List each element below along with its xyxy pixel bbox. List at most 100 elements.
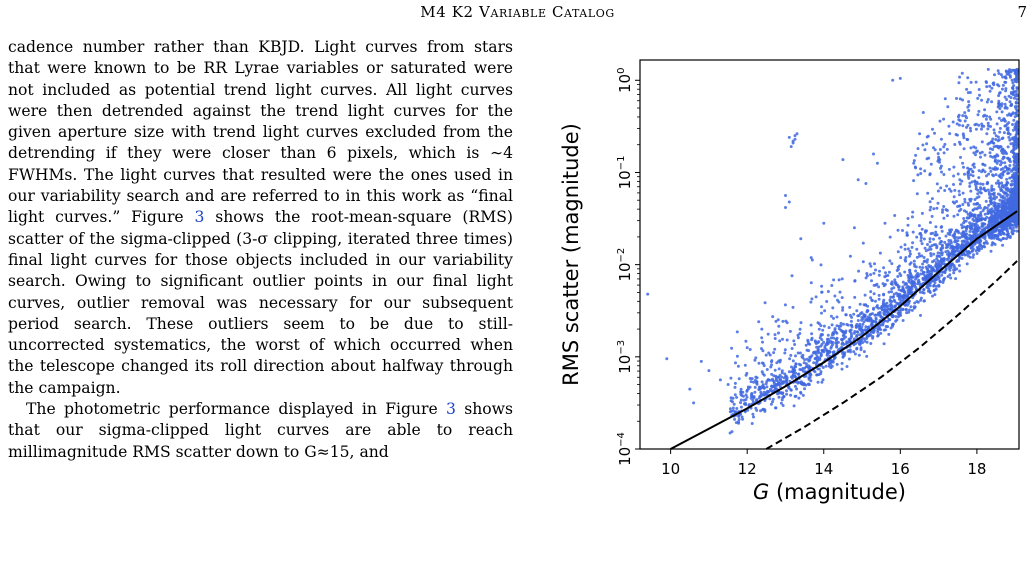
scatter-point: [912, 306, 916, 310]
figure-reference-link[interactable]: 3: [194, 208, 205, 227]
scatter-point: [928, 200, 932, 204]
scatter-point: [768, 397, 772, 401]
scatter-point: [998, 198, 1002, 202]
scatter-point: [876, 327, 880, 331]
scatter-point: [832, 350, 836, 354]
scatter-point: [993, 167, 996, 171]
scatter-point: [856, 178, 860, 182]
trend-curves: [670, 210, 1018, 450]
scatter-point: [907, 275, 911, 279]
scatter-point: [1013, 180, 1017, 184]
scatter-point: [1007, 70, 1011, 74]
scatter-point: [936, 189, 940, 193]
scatter-point: [997, 185, 1001, 188]
scatter-point: [872, 292, 876, 296]
scatter-point: [908, 252, 912, 256]
scatter-point: [982, 207, 986, 211]
scatter-point: [908, 249, 912, 253]
scatter-point: [858, 302, 862, 306]
scatter-point: [912, 159, 916, 163]
scatter-point: [949, 189, 953, 193]
paragraph-text: The photometric performance displayed in…: [26, 400, 447, 419]
scatter-point: [885, 278, 889, 282]
scatter-point: [982, 114, 985, 118]
scatter-point: [896, 228, 900, 232]
scatter-point: [1015, 109, 1019, 113]
scatter-point: [993, 159, 997, 163]
scatter-point: [768, 353, 772, 357]
scatter-point: [1004, 87, 1008, 91]
scatter-point: [853, 352, 857, 356]
page-number: 7: [1017, 3, 1027, 21]
scatter-point: [980, 247, 984, 250]
scatter-point: [962, 165, 965, 169]
scatter-point: [773, 333, 777, 337]
scatter-point: [983, 153, 987, 157]
scatter-point: [1011, 141, 1015, 145]
scatter-point: [918, 254, 922, 258]
scatter-point: [749, 394, 753, 398]
scatter-point: [990, 236, 994, 239]
scatter-point: [745, 346, 749, 350]
scatter-point: [988, 89, 992, 93]
scatter-point: [783, 351, 787, 355]
scatter-point: [996, 83, 999, 87]
scatter-point: [733, 410, 737, 414]
scatter-point: [733, 417, 737, 421]
scatter-point: [782, 394, 786, 398]
scatter-point: [953, 235, 957, 239]
scatter-point: [1001, 173, 1005, 177]
scatter-point: [1013, 208, 1017, 212]
scatter-point: [906, 293, 909, 297]
scatter-point: [1015, 205, 1018, 209]
scatter-point: [972, 165, 976, 169]
scatter-point: [1004, 207, 1008, 211]
scatter-point: [963, 200, 967, 204]
scatter-point: [778, 339, 782, 343]
scatter-point: [996, 179, 1000, 183]
scatter-point: [860, 316, 864, 320]
scatter-point: [990, 197, 994, 201]
scatter-point: [942, 117, 946, 121]
scatter-point: [872, 306, 876, 310]
scatter-point: [927, 248, 931, 252]
scatter-point: [989, 154, 993, 158]
scatter-point: [1005, 177, 1009, 181]
scatter-point: [929, 247, 933, 251]
scatter-point: [1011, 123, 1014, 126]
scatter-point: [931, 127, 934, 131]
scatter-point: [903, 243, 907, 247]
scatter-point: [940, 229, 944, 233]
body-paragraph: The photometric performance displayed in…: [8, 399, 513, 463]
scatter-point: [1001, 75, 1005, 79]
scatter-point: [914, 166, 918, 170]
scatter-point: [911, 241, 915, 245]
scatter-point: [853, 279, 857, 283]
scatter-point: [956, 213, 960, 217]
scatter-point: [852, 226, 856, 230]
scatter-point: [1015, 222, 1019, 225]
scatter-point: [925, 142, 929, 146]
scatter-point: [870, 299, 874, 303]
scatter-point: [976, 113, 980, 117]
y-axis-ticks: 10−4 10−3 10−2 10−1 100: [616, 68, 640, 466]
scatter-point: [821, 378, 825, 382]
scatter-point: [835, 315, 839, 319]
scatter-point: [969, 80, 973, 84]
figure-reference-link[interactable]: 3: [446, 400, 456, 419]
scatter-point: [994, 173, 998, 177]
scatter-point: [735, 354, 739, 358]
scatter-point: [821, 328, 825, 332]
scatter-point: [735, 407, 739, 410]
scatter-point: [930, 244, 934, 248]
scatter-point: [730, 346, 734, 350]
scatter-point: [937, 275, 941, 279]
x-tick-label: 18: [967, 460, 986, 478]
scatter-point: [948, 187, 951, 191]
scatter-point: [934, 261, 938, 265]
scatter-point: [688, 387, 692, 391]
scatter-point: [879, 331, 883, 335]
scatter-point: [932, 252, 936, 256]
scatter-point: [966, 170, 970, 174]
scatter-point: [1008, 100, 1012, 104]
